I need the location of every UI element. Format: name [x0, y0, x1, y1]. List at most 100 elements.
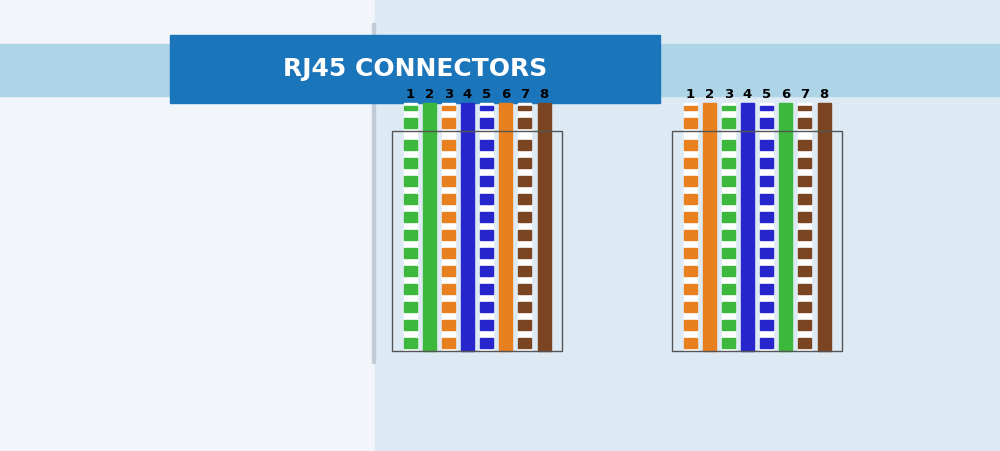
Bar: [442, 266, 455, 276]
Text: 6: 6: [781, 88, 790, 101]
Bar: [442, 284, 455, 294]
Bar: [722, 103, 735, 131]
Bar: [741, 103, 754, 131]
Bar: [442, 320, 455, 330]
Bar: [818, 131, 830, 351]
Bar: [798, 158, 811, 168]
Bar: [480, 106, 493, 110]
Bar: [0, 44, 1000, 96]
Bar: [722, 158, 735, 168]
Bar: [480, 302, 493, 312]
Bar: [760, 302, 773, 312]
Bar: [684, 118, 696, 128]
Bar: [404, 194, 416, 204]
Text: 2: 2: [705, 88, 714, 101]
Bar: [480, 176, 493, 186]
Bar: [760, 230, 773, 240]
Bar: [442, 194, 455, 204]
Bar: [442, 248, 455, 258]
Bar: [798, 338, 811, 348]
Bar: [404, 106, 416, 110]
Bar: [684, 194, 696, 204]
Bar: [442, 118, 455, 128]
Bar: [779, 131, 792, 351]
Bar: [518, 338, 531, 348]
Bar: [442, 106, 455, 110]
Bar: [760, 338, 773, 348]
Bar: [760, 140, 773, 150]
Bar: [375, 0, 1000, 451]
Bar: [684, 158, 696, 168]
Bar: [760, 266, 773, 276]
Bar: [442, 176, 455, 186]
Bar: [722, 194, 735, 204]
Bar: [442, 158, 455, 168]
Bar: [442, 230, 455, 240]
Bar: [722, 176, 735, 186]
Bar: [722, 338, 735, 348]
Bar: [480, 103, 493, 131]
Bar: [442, 302, 455, 312]
Bar: [760, 248, 773, 258]
Text: 4: 4: [463, 88, 472, 101]
Text: 3: 3: [724, 88, 733, 101]
Bar: [722, 106, 735, 110]
Bar: [798, 266, 811, 276]
Bar: [684, 131, 696, 351]
Bar: [404, 284, 416, 294]
Bar: [703, 103, 716, 131]
Text: 2: 2: [425, 88, 434, 101]
Text: 4: 4: [743, 88, 752, 101]
Bar: [518, 320, 531, 330]
Bar: [480, 230, 493, 240]
Bar: [722, 118, 735, 128]
Bar: [518, 266, 531, 276]
Bar: [423, 131, 436, 351]
Bar: [684, 103, 696, 131]
Bar: [722, 320, 735, 330]
Bar: [684, 248, 696, 258]
Bar: [703, 131, 716, 351]
Bar: [798, 131, 811, 351]
Bar: [798, 194, 811, 204]
Bar: [684, 106, 696, 110]
Bar: [672, 131, 842, 351]
Bar: [518, 302, 531, 312]
Bar: [480, 212, 493, 222]
Bar: [480, 284, 493, 294]
Bar: [798, 302, 811, 312]
Bar: [684, 320, 696, 330]
Bar: [404, 158, 416, 168]
Bar: [798, 176, 811, 186]
Bar: [442, 103, 455, 131]
Bar: [798, 230, 811, 240]
Text: 3: 3: [444, 88, 453, 101]
Bar: [442, 212, 455, 222]
Bar: [722, 266, 735, 276]
Bar: [779, 103, 792, 131]
Bar: [480, 118, 493, 128]
Bar: [518, 103, 531, 131]
Bar: [404, 230, 416, 240]
Bar: [518, 140, 531, 150]
Bar: [798, 140, 811, 150]
Bar: [442, 338, 455, 348]
Bar: [760, 118, 773, 128]
Bar: [518, 158, 531, 168]
Bar: [480, 131, 493, 351]
Text: 7: 7: [520, 88, 529, 101]
Bar: [404, 266, 416, 276]
Bar: [798, 106, 811, 110]
Bar: [480, 248, 493, 258]
Bar: [480, 320, 493, 330]
Bar: [798, 320, 811, 330]
Text: 8: 8: [539, 88, 549, 101]
Bar: [798, 118, 811, 128]
Bar: [798, 248, 811, 258]
Bar: [760, 158, 773, 168]
Bar: [518, 230, 531, 240]
Bar: [442, 140, 455, 150]
Bar: [0, 0, 375, 451]
Bar: [760, 320, 773, 330]
Bar: [480, 194, 493, 204]
